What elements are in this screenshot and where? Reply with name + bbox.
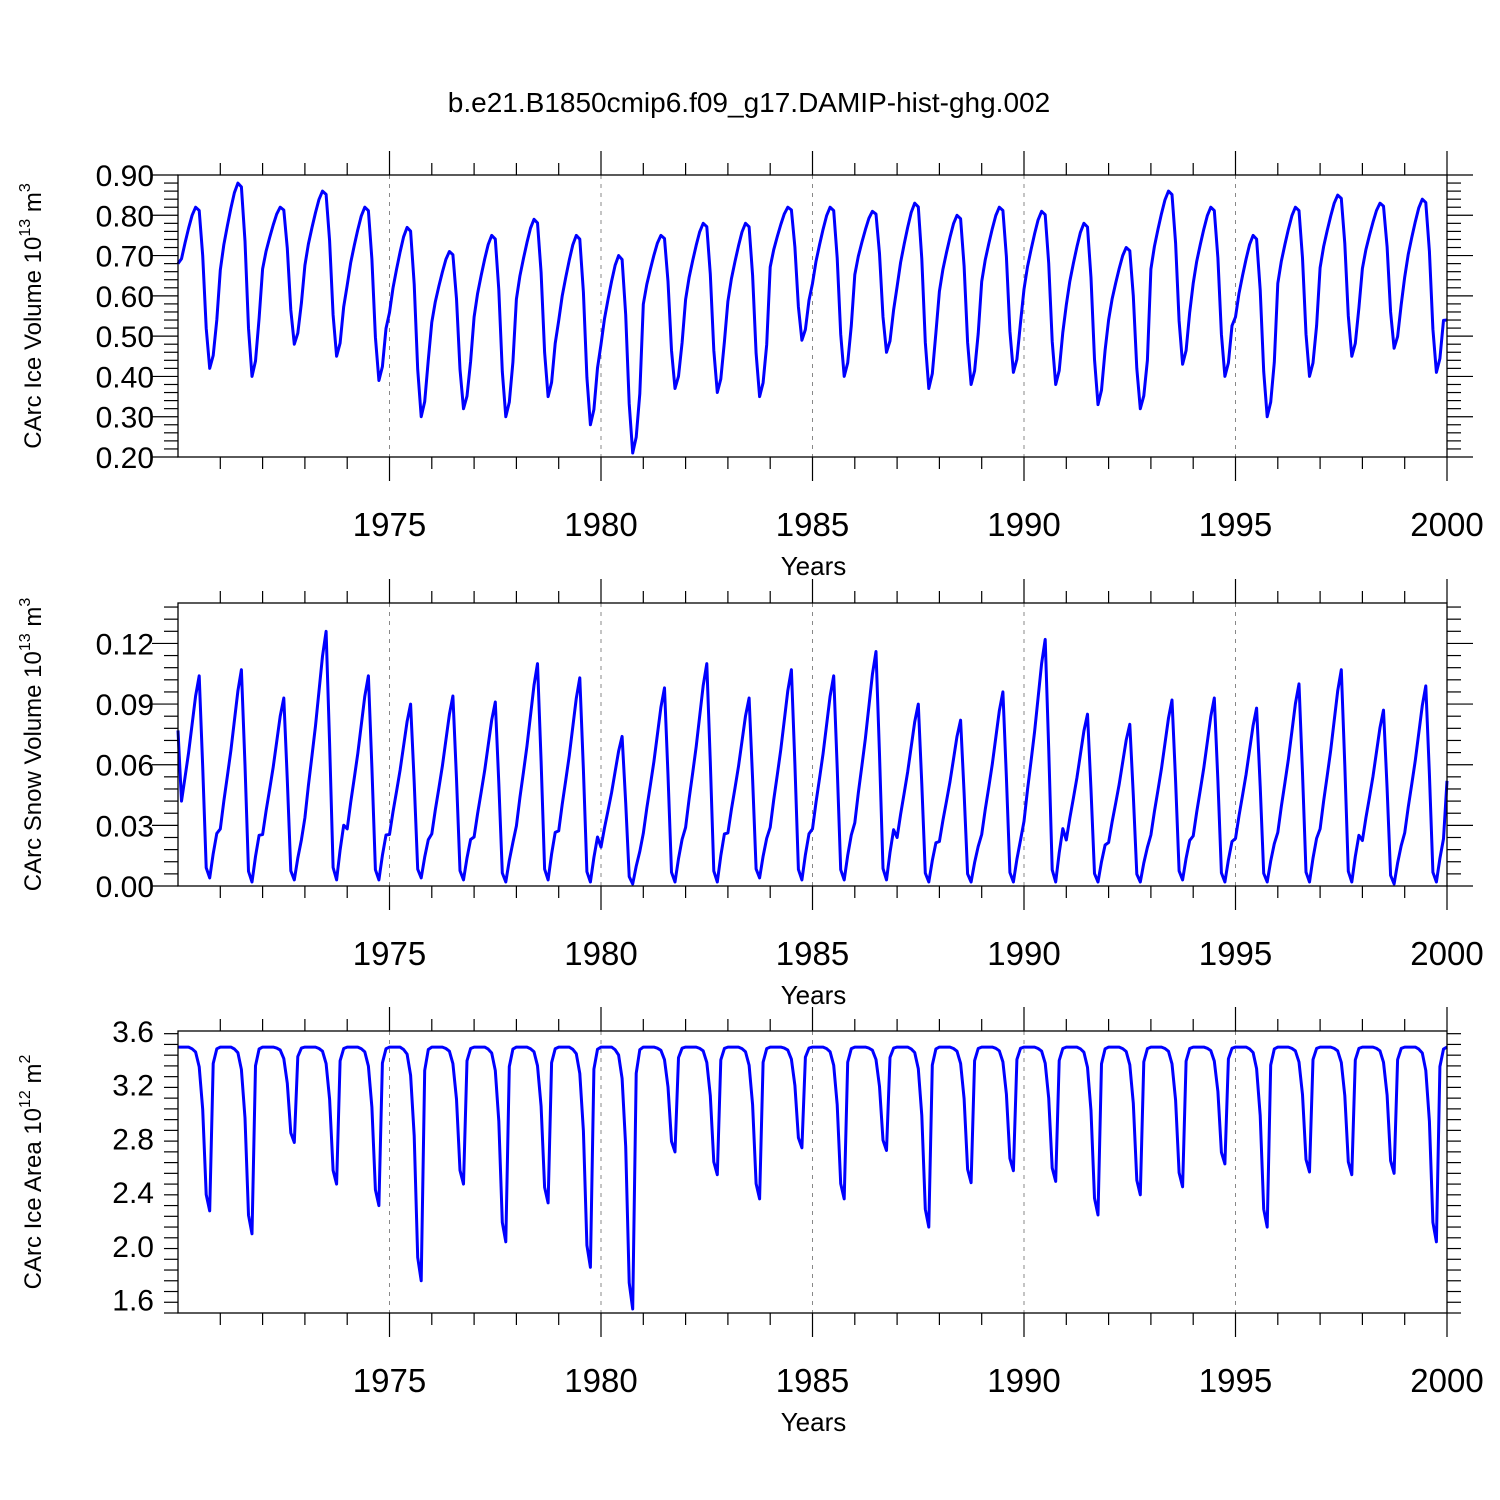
x-tick-label: 1995 <box>1199 935 1272 972</box>
y-tick-label: 0.40 <box>96 361 154 394</box>
y-tick-label: 2.8 <box>112 1123 154 1156</box>
y-tick-label: 2.0 <box>112 1231 154 1264</box>
plot-frame <box>177 602 1448 887</box>
y-tick-label: 0.90 <box>96 160 154 193</box>
y-tick-label: 3.2 <box>112 1070 154 1103</box>
y-tick-label: 0.60 <box>96 281 154 314</box>
x-tick-label: 1990 <box>987 1362 1060 1399</box>
series-line-ice-volume <box>176 181 1448 455</box>
y-tick-label: 0.20 <box>96 442 154 475</box>
x-tick-label: 1995 <box>1199 506 1272 543</box>
x-tick-label: 1980 <box>564 1362 637 1399</box>
x-axis-label: Years <box>781 980 847 1010</box>
y-tick-label: 0.80 <box>96 200 154 233</box>
series-line-snow-volume <box>176 629 1449 886</box>
y-axis-label: CArc Ice Area 1012 m2 <box>17 1055 47 1290</box>
panel-ice-area: 1975 1980 1985 1990 1995 2000 1.6 2.0 2.4 2.8 3.2 3… <box>17 1007 1484 1437</box>
panels: 1975 1980 1985 1990 1995 2000 0.20 0.30 0.40 0.50… <box>17 151 1484 1437</box>
x-tick-label: 2000 <box>1410 935 1483 972</box>
x-tick-label: 1980 <box>564 935 637 972</box>
x-axis-label: Years <box>781 551 847 581</box>
x-tick-label: 1975 <box>353 935 426 972</box>
y-tick-label: 0.12 <box>96 628 154 661</box>
x-tick-label: 2000 <box>1410 1362 1483 1399</box>
x-axis-label: Years <box>781 1407 847 1437</box>
panel-snow-volume: 1975 1980 1985 1990 1995 2000 0.00 0.03 0.06 0.09… <box>17 579 1484 1010</box>
y-tick-label: 0.50 <box>96 321 154 354</box>
x-tick-label: 1975 <box>353 506 426 543</box>
y-tick-label: 2.4 <box>112 1177 154 1210</box>
y-tick-label: 0.09 <box>96 689 154 722</box>
y-axis-label: CArc Ice Volume 1013 m3 <box>17 183 47 449</box>
series-line-ice-area <box>178 1045 1448 1311</box>
x-tick-label: 1990 <box>987 935 1060 972</box>
y-tick-label: 3.6 <box>112 1016 154 1049</box>
x-tick-label: 1990 <box>987 506 1060 543</box>
x-tick-label: 1985 <box>776 506 849 543</box>
y-tick-label: 1.6 <box>112 1285 154 1318</box>
panel-ice-volume: 1975 1980 1985 1990 1995 2000 0.20 0.30 0.40 0.50… <box>17 151 1484 581</box>
x-tick-label: 1980 <box>564 506 637 543</box>
chart-title: b.e21.B1850cmip6.f09_g17.DAMIP-hist-ghg.… <box>448 87 1050 118</box>
x-tick-label: 1985 <box>776 935 849 972</box>
x-tick-label: 1985 <box>776 1362 849 1399</box>
y-tick-label: 0.30 <box>96 402 154 435</box>
x-tick-label: 1995 <box>1199 1362 1272 1399</box>
y-tick-label: 0.03 <box>96 810 154 843</box>
y-axis-label: CArc Snow Volume 1013 m3 <box>17 598 47 892</box>
y-tick-label: 0.00 <box>96 871 154 904</box>
x-tick-label: 2000 <box>1410 506 1483 543</box>
y-tick-label: 0.70 <box>96 241 154 274</box>
x-tick-label: 1975 <box>353 1362 426 1399</box>
y-tick-label: 0.06 <box>96 750 154 783</box>
